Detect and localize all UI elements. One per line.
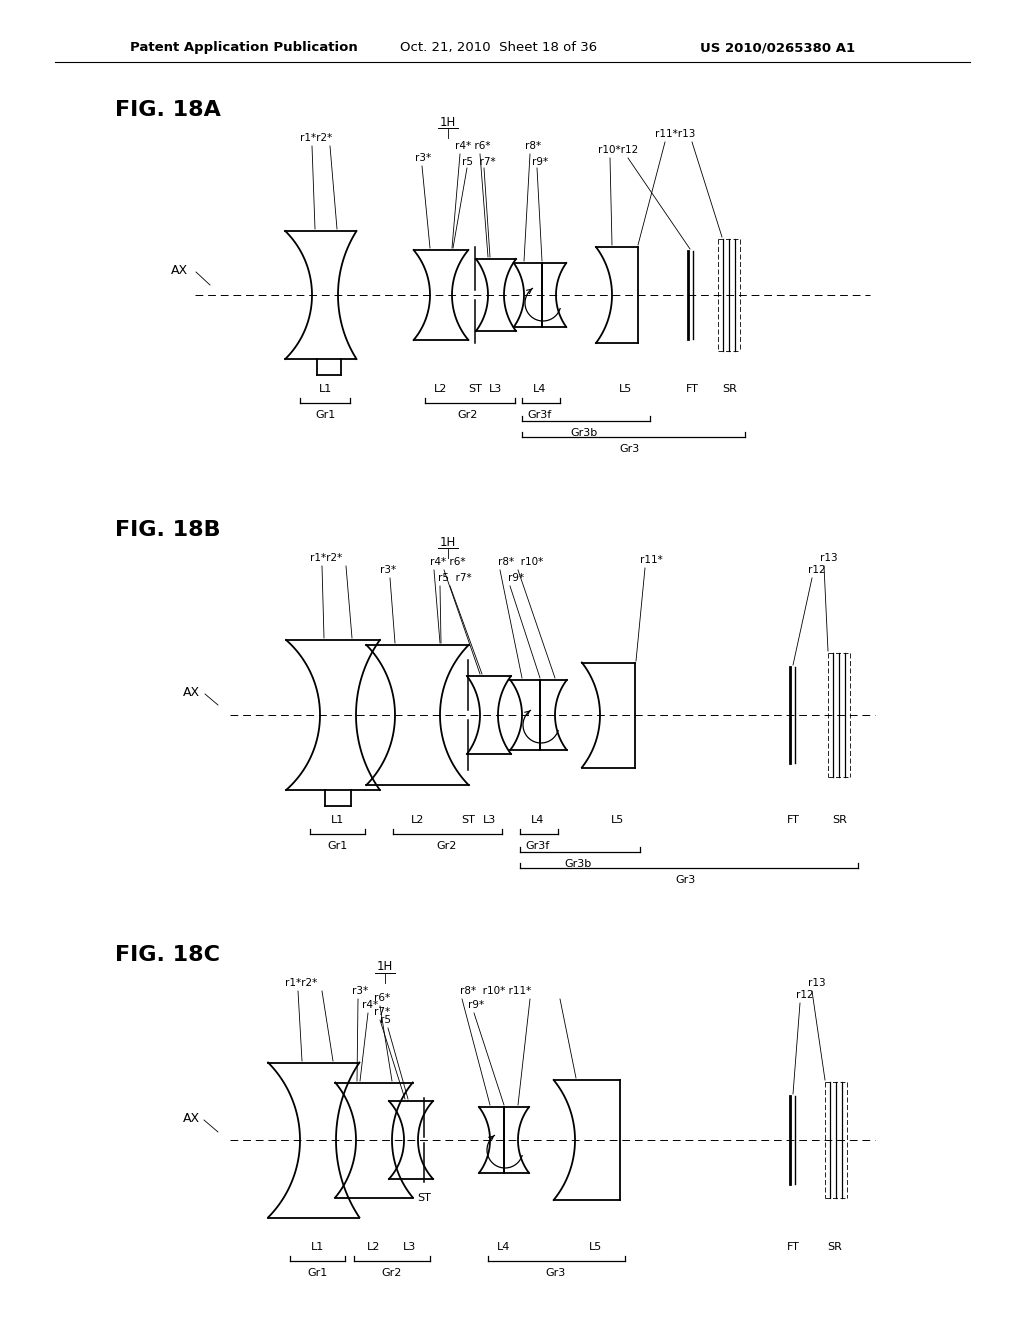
Text: L4: L4 bbox=[531, 814, 545, 825]
Text: r9*: r9* bbox=[468, 1001, 484, 1010]
Text: r1*r2*: r1*r2* bbox=[300, 133, 332, 143]
Text: L1: L1 bbox=[311, 1242, 325, 1251]
Text: AX: AX bbox=[183, 1111, 200, 1125]
Text: FIG. 18A: FIG. 18A bbox=[115, 100, 221, 120]
Text: r3*: r3* bbox=[415, 153, 431, 162]
Text: 1H: 1H bbox=[440, 536, 456, 549]
Text: r13: r13 bbox=[820, 553, 838, 564]
Text: 1H: 1H bbox=[440, 116, 456, 128]
Text: r1*r2*: r1*r2* bbox=[285, 978, 317, 987]
Text: r1*r2*: r1*r2* bbox=[310, 553, 342, 564]
Text: L2: L2 bbox=[368, 1242, 381, 1251]
Text: ST: ST bbox=[468, 384, 482, 393]
Text: r13: r13 bbox=[808, 978, 825, 987]
Text: Gr2: Gr2 bbox=[458, 411, 478, 420]
Text: L4: L4 bbox=[534, 384, 547, 393]
Text: L2: L2 bbox=[434, 384, 447, 393]
Text: r11*r13: r11*r13 bbox=[655, 129, 695, 139]
Text: Gr3b: Gr3b bbox=[570, 428, 598, 438]
Text: r8*: r8* bbox=[525, 141, 541, 150]
Text: L1: L1 bbox=[331, 814, 344, 825]
Text: Gr3: Gr3 bbox=[676, 875, 696, 884]
Text: r11*: r11* bbox=[640, 554, 663, 565]
Text: Gr1: Gr1 bbox=[327, 841, 347, 851]
Text: AX: AX bbox=[171, 264, 188, 276]
Text: Gr2: Gr2 bbox=[437, 841, 457, 851]
Text: r8*  r10*: r8* r10* bbox=[498, 557, 544, 568]
Text: Gr2: Gr2 bbox=[382, 1269, 402, 1278]
Text: r4* r6*: r4* r6* bbox=[430, 557, 466, 568]
Text: Gr3f: Gr3f bbox=[528, 411, 552, 420]
Text: r4*: r4* bbox=[362, 1001, 378, 1010]
Text: FIG. 18B: FIG. 18B bbox=[115, 520, 220, 540]
Text: FT: FT bbox=[685, 384, 698, 393]
Text: 1H: 1H bbox=[377, 961, 393, 974]
Text: L1: L1 bbox=[318, 384, 332, 393]
Text: r8*  r10* r11*: r8* r10* r11* bbox=[460, 986, 531, 997]
Text: r9*: r9* bbox=[532, 157, 548, 168]
Text: L5: L5 bbox=[590, 1242, 603, 1251]
Text: L3: L3 bbox=[482, 814, 496, 825]
Text: Patent Application Publication: Patent Application Publication bbox=[130, 41, 357, 54]
Text: r3*: r3* bbox=[352, 986, 368, 997]
Text: L5: L5 bbox=[618, 384, 632, 393]
Text: r7*: r7* bbox=[374, 1007, 390, 1016]
Text: ST: ST bbox=[461, 814, 475, 825]
Text: US 2010/0265380 A1: US 2010/0265380 A1 bbox=[700, 41, 855, 54]
Text: r12: r12 bbox=[796, 990, 814, 1001]
Text: FIG. 18C: FIG. 18C bbox=[115, 945, 220, 965]
Text: L3: L3 bbox=[403, 1242, 417, 1251]
Text: AX: AX bbox=[183, 685, 200, 698]
Text: L4: L4 bbox=[498, 1242, 511, 1251]
Text: ST: ST bbox=[417, 1193, 431, 1203]
Text: Gr3: Gr3 bbox=[545, 1269, 565, 1278]
Text: SR: SR bbox=[723, 384, 737, 393]
Text: L5: L5 bbox=[610, 814, 624, 825]
Text: r5: r5 bbox=[380, 1015, 391, 1026]
Text: SR: SR bbox=[827, 1242, 843, 1251]
Text: r6*: r6* bbox=[374, 993, 390, 1003]
Text: Gr3: Gr3 bbox=[620, 444, 640, 454]
Text: SR: SR bbox=[833, 814, 848, 825]
Text: Gr1: Gr1 bbox=[314, 411, 335, 420]
Text: r12: r12 bbox=[808, 565, 825, 576]
Text: L2: L2 bbox=[412, 814, 425, 825]
Text: L3: L3 bbox=[489, 384, 503, 393]
Text: r10*r12: r10*r12 bbox=[598, 145, 638, 154]
Text: r4* r6*: r4* r6* bbox=[455, 141, 490, 150]
Text: r3*: r3* bbox=[380, 565, 396, 576]
Text: Gr3f: Gr3f bbox=[526, 841, 550, 851]
Text: Gr3b: Gr3b bbox=[564, 859, 592, 869]
Text: r5  r7*: r5 r7* bbox=[438, 573, 472, 583]
Text: Gr1: Gr1 bbox=[308, 1269, 328, 1278]
Text: FT: FT bbox=[786, 1242, 800, 1251]
Text: Oct. 21, 2010  Sheet 18 of 36: Oct. 21, 2010 Sheet 18 of 36 bbox=[400, 41, 597, 54]
Text: FT: FT bbox=[786, 814, 800, 825]
Text: r9*: r9* bbox=[508, 573, 524, 583]
Text: r5  r7*: r5 r7* bbox=[462, 157, 496, 168]
